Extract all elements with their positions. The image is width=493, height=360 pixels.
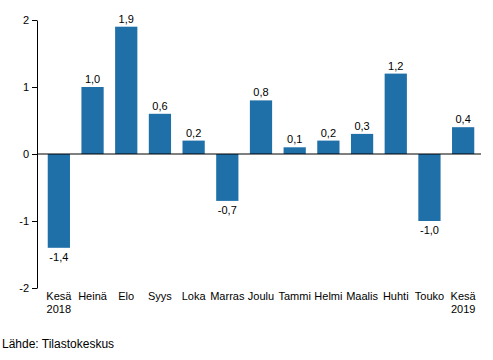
zero-line <box>37 154 481 155</box>
x-tick-label: Kesä2019 <box>451 290 477 315</box>
y-axis: -2 -1 0 1 2 <box>19 14 37 294</box>
y-tick: 0 <box>23 148 37 160</box>
x-tick: Helmi <box>314 288 342 302</box>
y-tick: 1 <box>23 81 37 93</box>
bar <box>115 27 137 154</box>
y-tick: -1 <box>19 215 37 227</box>
y-tick-label: 0 <box>23 148 29 160</box>
bar <box>250 100 272 154</box>
x-tick-label: Syys <box>148 290 172 302</box>
bar <box>81 87 103 154</box>
x-tick: Marras <box>210 288 245 302</box>
x-tick: Tammi <box>278 288 310 302</box>
x-tick-label: Elo <box>118 290 134 302</box>
y-tick-mark <box>32 221 37 222</box>
bar <box>317 141 339 154</box>
data-label: 0,2 <box>186 127 201 139</box>
bar <box>149 114 171 154</box>
data-labels: -1,4 1,0 1,9 0,6 0,2 -0,7 0,8 0,1 0,2 0,3 1,2 -1,0 0… <box>49 13 470 263</box>
x-tick-label: Joulu <box>248 290 274 302</box>
x-tick-label: Maalis <box>346 290 378 302</box>
y-tick-mark <box>32 20 37 21</box>
bar <box>284 147 306 154</box>
data-label: -1,0 <box>420 224 439 236</box>
y-tick: -2 <box>19 282 37 294</box>
x-tick-label: Touko <box>415 290 444 302</box>
y-axis-line <box>37 21 38 289</box>
y-tick-label: -1 <box>19 215 29 227</box>
x-tick: Heinä <box>78 288 108 302</box>
x-tick-label: Marras <box>210 290 245 302</box>
data-label: 0,3 <box>354 120 369 132</box>
chart: -2 -1 0 1 2 Kesä2018 Heinä Elo Syys LokaMarrasJou… <box>0 0 493 360</box>
bar <box>452 127 474 154</box>
y-tick-label: 2 <box>23 14 29 26</box>
x-tick-label: Tammi <box>278 290 310 302</box>
y-tick-mark <box>32 154 37 155</box>
x-tick: Elo <box>118 288 134 302</box>
y-tick-mark <box>32 288 37 289</box>
data-label: -0,7 <box>218 204 237 216</box>
x-tick-label: Huhti <box>383 290 409 302</box>
data-label: 1,2 <box>388 60 403 72</box>
data-label: 0,1 <box>287 133 302 145</box>
bar <box>351 134 373 154</box>
y-tick-label: -2 <box>19 282 29 294</box>
x-tick-label: Kesä2018 <box>46 290 72 315</box>
x-tick: Kesä2018 <box>46 288 72 315</box>
data-label: 0,2 <box>321 127 336 139</box>
y-tick: 2 <box>23 14 37 26</box>
y-tick-label: 1 <box>23 81 29 93</box>
data-label: -1,4 <box>49 251 68 263</box>
bar <box>183 141 205 154</box>
bar <box>385 74 407 154</box>
bar <box>216 154 238 201</box>
bar <box>418 154 440 221</box>
bars <box>48 27 475 248</box>
data-label: 0,6 <box>152 100 167 112</box>
source: Lähde: Tilastokeskus <box>2 337 114 351</box>
x-tick-label: Heinä <box>78 290 108 302</box>
data-label: 0,8 <box>253 86 268 98</box>
x-tick-label: Loka <box>182 290 207 302</box>
y-tick-mark <box>32 87 37 88</box>
x-tick: Loka <box>182 288 207 302</box>
data-label: 1,0 <box>85 73 100 85</box>
x-tick: Maalis <box>346 288 378 302</box>
x-tick: Huhti <box>383 288 409 302</box>
x-axis: Kesä2018 Heinä Elo Syys LokaMarrasJoulu Tammi… <box>46 288 476 315</box>
data-label: 0,4 <box>455 113 470 125</box>
x-tick: Touko <box>415 288 444 302</box>
bar <box>48 154 70 248</box>
x-tick: Syys <box>148 288 172 302</box>
x-tick: Joulu <box>248 288 274 302</box>
x-tick-label: Helmi <box>314 290 342 302</box>
data-label: 1,9 <box>119 13 134 25</box>
x-tick: Kesä2019 <box>451 288 477 315</box>
